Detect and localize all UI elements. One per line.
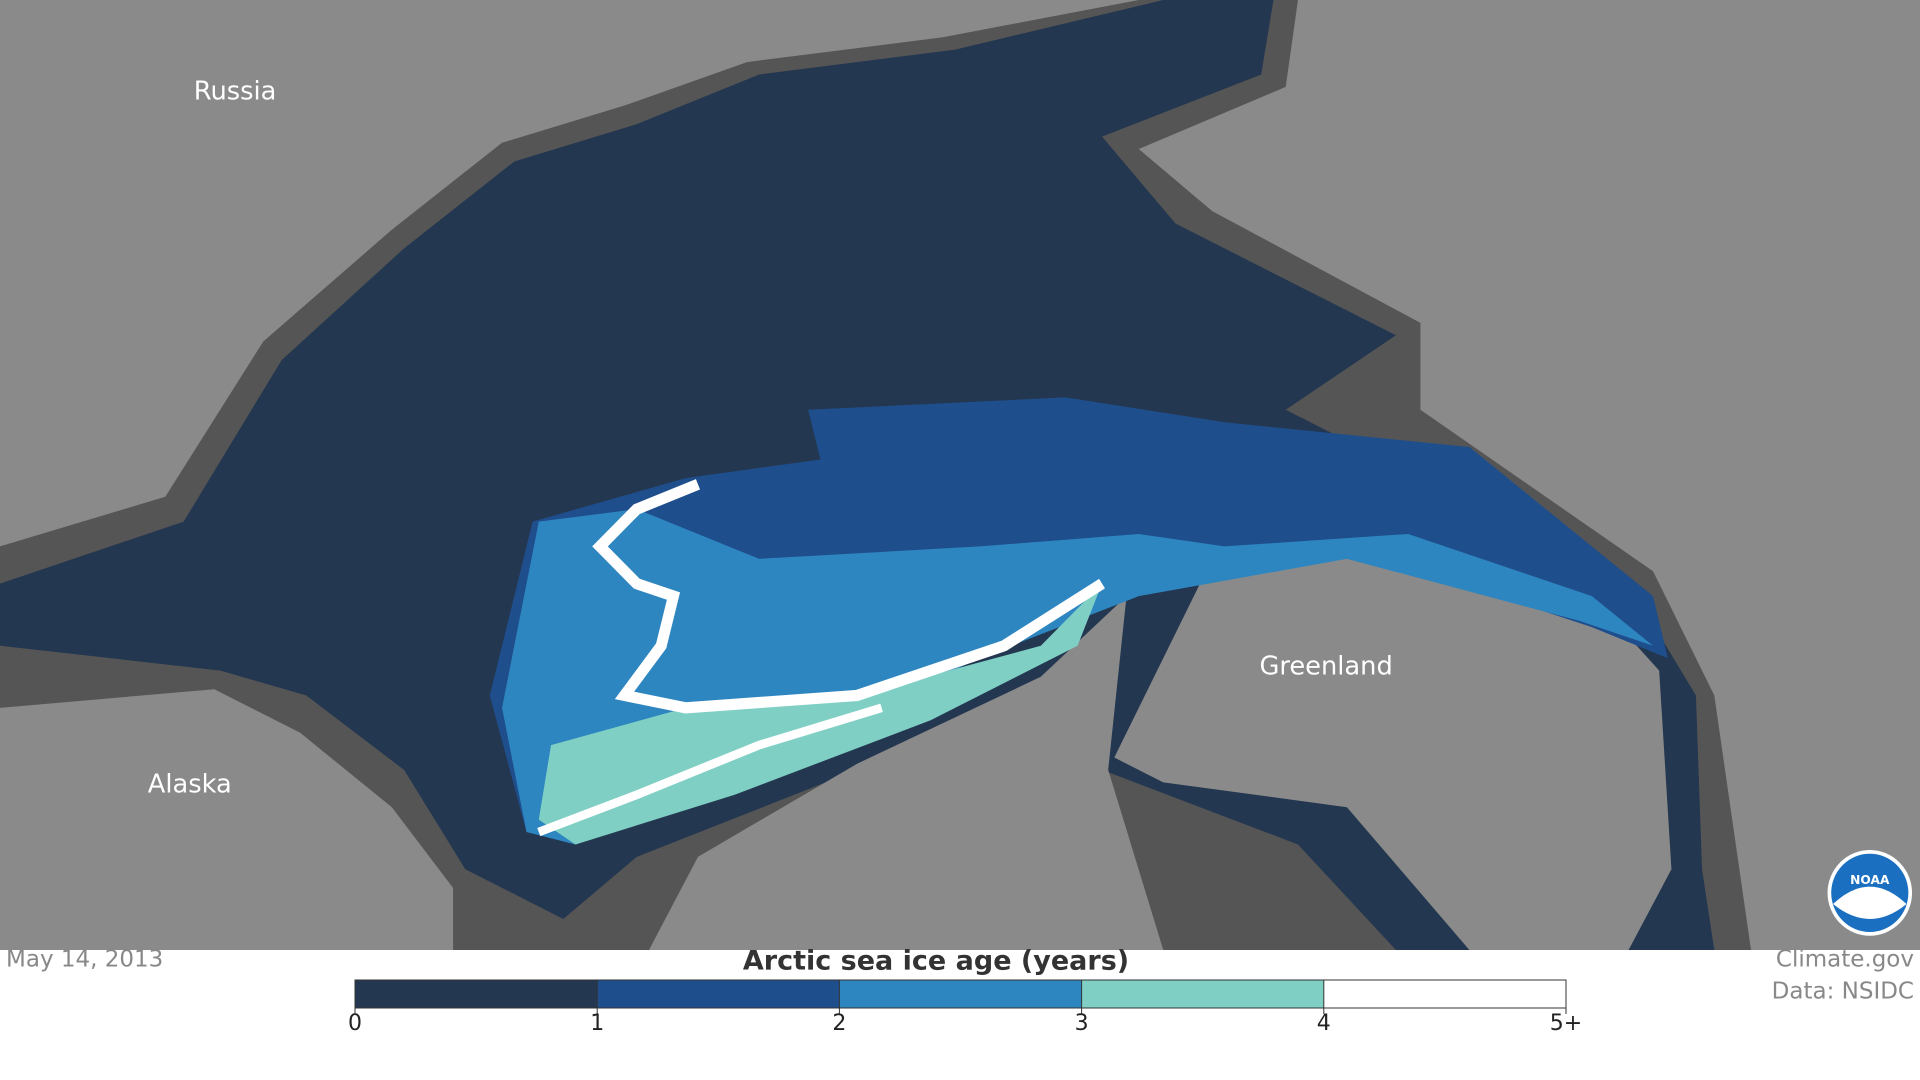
ice-4yr	[592, 479, 1105, 714]
canada-land	[648, 596, 1164, 950]
map: Russia Alaska Greenland NOAA	[0, 0, 1920, 950]
color-segment	[839, 980, 1082, 1008]
tick-label: 1	[590, 1011, 604, 1036]
footer-bg	[0, 950, 1920, 1080]
ice-2yr	[502, 509, 1654, 845]
color-bar-border	[354, 979, 1567, 1009]
logo-text: NOAA	[1850, 873, 1890, 887]
russia-land	[0, 0, 1139, 547]
color-segment	[355, 980, 598, 1008]
date: May 14, 2013	[6, 947, 163, 973]
color-bar: 0 1 2 3 4 5+	[348, 979, 1582, 1036]
alaska-land	[0, 689, 454, 950]
tick-label: 3	[1075, 1011, 1089, 1036]
arctic-land	[1138, 0, 1920, 950]
color-segment	[597, 980, 840, 1008]
tick-label: 5+	[1550, 1011, 1582, 1036]
source: Data: NSIDC	[1772, 979, 1914, 1005]
ice-4yr-south	[537, 703, 883, 837]
place-label: Alaska	[148, 769, 232, 799]
credit: Climate.gov	[1776, 947, 1914, 973]
tick-label: 0	[348, 1011, 362, 1036]
color-segment	[1323, 980, 1566, 1008]
tick-label: 2	[832, 1011, 846, 1036]
color-segment	[1081, 980, 1324, 1008]
logo-wave	[1833, 886, 1907, 919]
tick-label: 4	[1317, 1011, 1331, 1036]
legend-title: Arctic sea ice age (years)	[743, 946, 1129, 977]
place-label: Greenland	[1259, 651, 1392, 681]
place-label: Russia	[194, 76, 277, 106]
greenland-land	[1114, 496, 1672, 950]
